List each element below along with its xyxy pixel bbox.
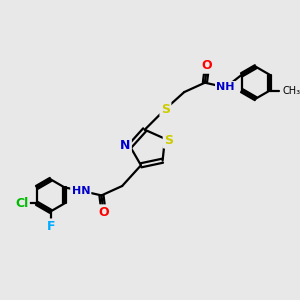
Text: Cl: Cl [15,197,28,210]
Text: HN: HN [71,186,90,196]
Text: CH₃: CH₃ [283,86,300,96]
Text: S: S [164,134,173,147]
Text: O: O [202,59,212,72]
Text: S: S [161,103,170,116]
Text: NH: NH [216,82,235,92]
Text: N: N [120,139,130,152]
Text: F: F [46,220,55,233]
Text: O: O [98,206,109,219]
